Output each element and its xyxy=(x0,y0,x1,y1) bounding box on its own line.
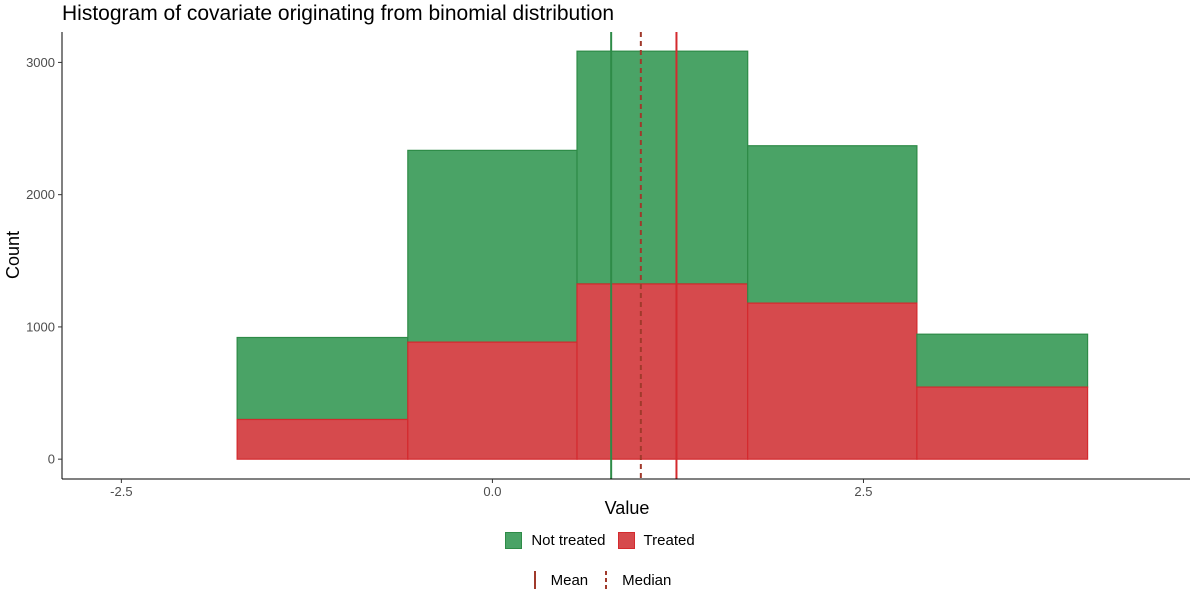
bar-not-treated-2 xyxy=(407,149,578,343)
y-axis-title: Count xyxy=(3,231,23,279)
x-tick-label: 2.5 xyxy=(854,484,872,499)
y-tick-label: 1000 xyxy=(26,319,55,334)
bar-treated-3 xyxy=(576,283,749,460)
x-tick-label: 0.0 xyxy=(483,484,501,499)
y-tick-label: 0 xyxy=(48,452,55,467)
bar-not-treated-3 xyxy=(576,50,749,285)
not-treated-swatch xyxy=(505,532,523,549)
legend-item-mean: Mean xyxy=(529,570,589,590)
x-axis-title: Value xyxy=(605,498,650,518)
legend-item-treated: Treated xyxy=(617,532,695,549)
y-tick-label: 2000 xyxy=(26,187,55,202)
legend-item-median: Median xyxy=(600,570,671,590)
median-line-key-icon xyxy=(600,570,612,590)
legend-item-not-treated: Not treated xyxy=(505,532,606,549)
bar-treated-2 xyxy=(407,341,578,460)
line-legend: Mean Median xyxy=(0,570,1200,590)
bar-not-treated-1 xyxy=(236,336,409,421)
fill-legend: Not treated Treated xyxy=(0,532,1200,549)
treated-swatch xyxy=(617,532,635,549)
bar-not-treated-4 xyxy=(747,145,918,304)
bar-treated-1 xyxy=(236,418,409,460)
legend-label-mean: Mean xyxy=(550,571,589,589)
chart-title: Histogram of covariate originating from … xyxy=(62,2,615,25)
legend-label-median: Median xyxy=(622,571,672,589)
axes-layer: -2.5 0.0 2.5 0 1000 2000 3000 xyxy=(26,32,1190,499)
bars-layer xyxy=(236,50,1089,460)
legend-label-not-treated: Not treated xyxy=(531,532,606,549)
bar-not-treated-5 xyxy=(916,333,1089,388)
y-tick-label: 3000 xyxy=(26,55,55,70)
x-tick-label: -2.5 xyxy=(110,484,132,499)
bar-treated-5 xyxy=(916,386,1089,460)
bar-treated-4 xyxy=(747,302,918,460)
mean-line-key-icon xyxy=(529,570,541,590)
reference-lines-layer xyxy=(610,32,678,479)
legend-label-treated: Treated xyxy=(643,532,695,549)
